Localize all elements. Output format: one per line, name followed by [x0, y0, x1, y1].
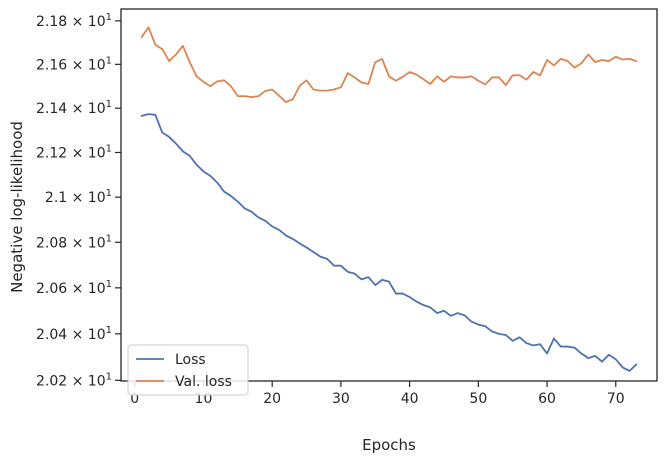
legend: Loss Val. loss [127, 344, 249, 396]
x-axis-label: Epochs [362, 436, 416, 454]
y-tick-label: 2.08 × 101 [36, 233, 112, 251]
legend-box [127, 344, 249, 396]
legend-label-val-loss: Val. loss [175, 374, 232, 390]
plot-frame [120, 8, 658, 382]
y-tick-label: 2.06 × 101 [36, 279, 112, 297]
x-tick-label: 60 [538, 391, 556, 407]
x-tick-label: 50 [469, 391, 487, 407]
series-line-val-loss [140, 26, 638, 103]
y-tick-label: 2.14 × 101 [36, 99, 112, 117]
series-line-loss [140, 113, 638, 372]
y-tick-label: 2.02 × 101 [36, 371, 112, 389]
x-tick-label: 20 [263, 391, 281, 407]
y-axis-label: Negative log-likelihood [8, 121, 26, 293]
x-tick-label: 40 [401, 391, 419, 407]
y-tick-label: 2.12 × 101 [36, 143, 112, 161]
x-axis-ticks: 0 10 20 30 40 50 60 70 [130, 381, 625, 407]
x-tick-label: 0 [130, 391, 139, 407]
y-tick-label: 2.16 × 101 [36, 55, 112, 73]
y-axis-ticks: 2.02 × 101 2.04 × 101 2.06 × 101 2.08 × 101… [36, 12, 121, 389]
x-tick-label: 30 [332, 391, 350, 407]
series-lines [140, 26, 638, 372]
y-tick-label: 2.18 × 101 [36, 12, 112, 30]
legend-label-loss: Loss [175, 352, 206, 368]
y-tick-label: 2.04 × 101 [36, 325, 112, 343]
x-tick-label: 70 [607, 391, 625, 407]
y-tick-label: 2.1 × 101 [45, 188, 112, 206]
